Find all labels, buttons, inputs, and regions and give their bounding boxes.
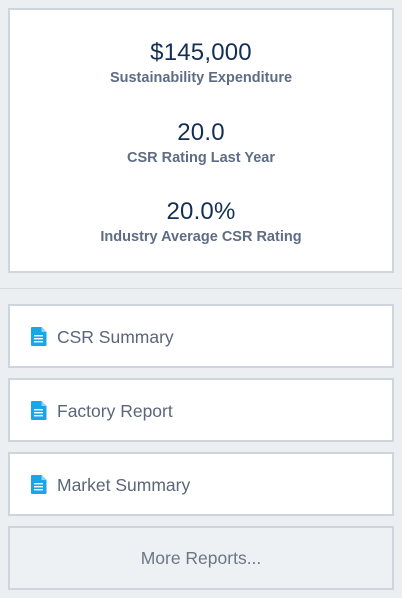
document-icon bbox=[31, 475, 47, 494]
report-label: CSR Summary bbox=[57, 327, 174, 347]
stat-value: 20.0% bbox=[166, 198, 236, 225]
document-icon bbox=[31, 327, 47, 346]
report-link-factory-report[interactable]: Factory Report bbox=[8, 378, 394, 442]
document-icon bbox=[31, 401, 47, 420]
report-link-csr-summary[interactable]: CSR Summary bbox=[8, 304, 394, 368]
stat-value: $145,000 bbox=[150, 39, 252, 66]
stat-csr-rating-last-year: 20.0 CSR Rating Last Year bbox=[10, 118, 392, 168]
stats-card: $145,000 Sustainability Expenditure 20.0… bbox=[8, 8, 394, 273]
report-label: Factory Report bbox=[57, 401, 173, 421]
report-label: Market Summary bbox=[57, 475, 191, 495]
report-link-market-summary[interactable]: Market Summary bbox=[8, 452, 394, 516]
stat-value: 20.0 bbox=[177, 119, 225, 146]
stat-industry-average-csr-rating: 20.0% Industry Average CSR Rating bbox=[10, 197, 392, 247]
stat-sustainability-expenditure: $145,000 Sustainability Expenditure bbox=[10, 38, 392, 88]
section-divider bbox=[0, 288, 402, 289]
stat-label: Industry Average CSR Rating bbox=[100, 229, 302, 245]
stat-label: Sustainability Expenditure bbox=[109, 70, 293, 86]
stat-label: CSR Rating Last Year bbox=[126, 150, 275, 166]
more-reports-button[interactable]: More Reports... bbox=[8, 526, 394, 590]
